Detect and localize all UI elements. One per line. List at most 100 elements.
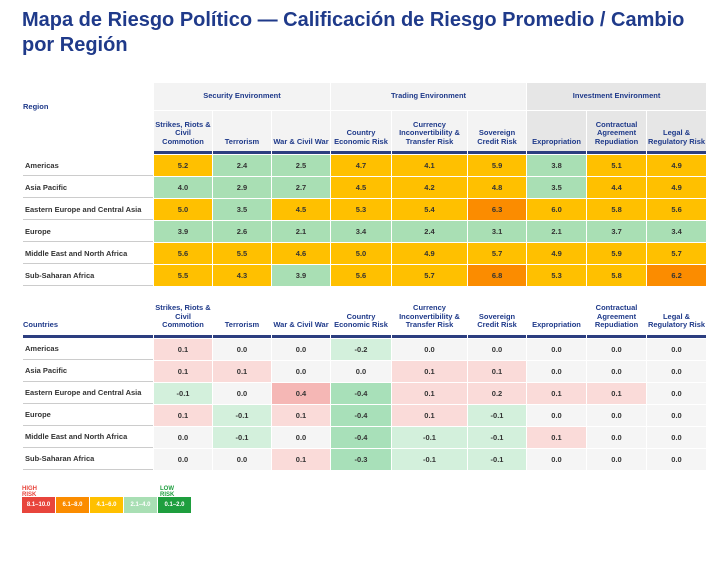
heatmap-cell: 0.1 <box>587 382 646 404</box>
table-row: Eastern Europe and Central Asia -0.1 0.0 0.… <box>23 382 706 404</box>
row-label: Sub-Saharan Africa <box>23 265 153 286</box>
heatmap-cell: 4.4 <box>587 177 647 198</box>
heatmap-cell: 4.9 <box>647 177 707 198</box>
row-header: Region <box>23 83 153 154</box>
high-risk-label: HIGH RISK <box>22 486 37 498</box>
column-header: Expropriation <box>527 301 586 338</box>
heatmap-cell: 0.0 <box>527 404 586 426</box>
row-label: Americas <box>23 338 153 360</box>
table-row: Asia Pacific 0.1 0.1 0.0 0.0 0.1 0.1 0.0 0.0 0.0 <box>23 360 706 382</box>
column-header-row: Countries Strikes, Riots & Civil Commotio… <box>23 301 706 338</box>
heatmap-cell: -0.1 <box>392 448 467 470</box>
heatmap-cell: -0.1 <box>392 426 467 448</box>
heatmap-cell: 2.1 <box>272 221 331 242</box>
heatmap-cell: 5.0 <box>331 243 392 264</box>
heatmap-cell: 5.1 <box>587 155 647 176</box>
heatmap-cell: 5.8 <box>587 265 647 286</box>
row-header: Countries <box>23 301 153 338</box>
heatmap-cell: 3.5 <box>527 177 587 198</box>
heatmap-cell: 0.1 <box>392 382 467 404</box>
table-row: Middle East and North Africa 0.0 -0.1 0.0 -0… <box>23 426 706 448</box>
column-header: Terrorism <box>213 111 271 154</box>
group-header: Trading Environment <box>331 83 527 110</box>
legend-swatch: 8.1–10.0 <box>22 497 55 513</box>
group-header: Security Environment <box>154 83 331 110</box>
heatmap-cell: 0.0 <box>392 338 467 360</box>
heatmap-cell: 4.7 <box>331 155 392 176</box>
heatmap-cell: 5.7 <box>392 265 468 286</box>
heatmap-cell: 0.0 <box>647 448 706 470</box>
column-header: Terrorism <box>213 301 271 338</box>
heatmap-cell: 3.9 <box>272 265 331 286</box>
heatmap-cell: 5.3 <box>527 265 587 286</box>
heatmap-cell: 0.1 <box>154 404 212 426</box>
heatmap-cell: 2.9 <box>213 177 271 198</box>
heatmap-cell: 0.0 <box>527 338 586 360</box>
heatmap-cell: 0.0 <box>587 404 646 426</box>
heatmap-cell: 0.0 <box>647 360 706 382</box>
row-label: Americas <box>23 155 153 176</box>
heatmap-cell: 3.9 <box>154 221 212 242</box>
heatmap-cell: 4.9 <box>527 243 587 264</box>
heatmap-cell: 6.8 <box>468 265 527 286</box>
heatmap-cell: 0.1 <box>468 360 526 382</box>
heatmap-cell: 6.2 <box>647 265 707 286</box>
column-header: Strikes, Riots & Civil Commotion <box>154 111 212 154</box>
heatmap-cell: 4.5 <box>331 177 392 198</box>
heatmap-cell: 0.0 <box>587 338 646 360</box>
heatmap-cell: 0.0 <box>272 426 330 448</box>
heatmap-cell: 2.4 <box>213 155 271 176</box>
table-row: Eastern Europe and Central Asia 5.0 3.5 4.5… <box>23 199 707 220</box>
heatmap-cell: -0.4 <box>331 404 391 426</box>
legend-swatch: 0.1–2.0 <box>158 497 191 513</box>
table-row: Europe 3.9 2.6 2.1 3.4 2.4 3.1 2.1 3.7 3.4 <box>23 221 707 242</box>
heatmap-cell: 5.0 <box>154 199 212 220</box>
heatmap-cell: 4.6 <box>272 243 331 264</box>
heatmap-cell: 5.2 <box>154 155 212 176</box>
heatmap-cell: 5.6 <box>647 199 707 220</box>
column-header: Contractual Agreement Repudiation <box>587 111 647 154</box>
heatmap-cell: 3.7 <box>587 221 647 242</box>
heatmap-cell: -0.1 <box>468 448 526 470</box>
heatmap-cell: 6.3 <box>468 199 527 220</box>
heatmap-cell: 0.1 <box>272 404 330 426</box>
table-row: Middle East and North Africa 5.6 5.5 4.6 5.0… <box>23 243 707 264</box>
heatmap-cell: 4.1 <box>392 155 468 176</box>
table-row: Americas 5.2 2.4 2.5 4.7 4.1 5.9 3.8 5.1 4.9 <box>23 155 707 176</box>
row-label: Asia Pacific <box>23 360 153 382</box>
column-header-row: Strikes, Riots & Civil Commotion Terroris… <box>23 111 707 154</box>
heatmap-cell: 3.4 <box>647 221 707 242</box>
heatmap-cell: 5.5 <box>154 265 212 286</box>
heatmap-cell: 2.6 <box>213 221 271 242</box>
heatmap-cell: 5.7 <box>468 243 527 264</box>
table-row: Americas 0.1 0.0 0.0 -0.2 0.0 0.0 0.0 0.0 0.0 <box>23 338 706 360</box>
heatmap-cell: 4.9 <box>647 155 707 176</box>
heatmap-cell: -0.3 <box>331 448 391 470</box>
heatmap-cell: 0.1 <box>527 382 586 404</box>
heatmap-cell: 0.1 <box>154 360 212 382</box>
heatmap-cell: 5.6 <box>331 265 392 286</box>
row-label: Middle East and North Africa <box>23 426 153 448</box>
heatmap-cell: 0.0 <box>213 448 271 470</box>
table-row: Sub-Saharan Africa 5.5 4.3 3.9 5.6 5.7 6.8 5.3 5… <box>23 265 707 286</box>
legend-swatch: 6.1–8.0 <box>56 497 89 513</box>
heatmap-cell: -0.4 <box>331 382 391 404</box>
table-row: Sub-Saharan Africa 0.0 0.0 0.1 -0.3 -0.1 -0.1 0… <box>23 448 706 470</box>
heatmap-cell: 0.1 <box>392 404 467 426</box>
column-header: Strikes, Riots & Civil Commotion <box>154 301 212 338</box>
column-header: Legal & Regulatory Risk <box>647 111 707 154</box>
heatmap-cell: 0.1 <box>154 338 212 360</box>
heatmap-cell: -0.1 <box>213 426 271 448</box>
legend-swatch: 2.1–4.0 <box>124 497 157 513</box>
risk-rating-table: Region Security Environment Trading Enviro… <box>22 82 707 287</box>
heatmap-cell: 0.1 <box>213 360 271 382</box>
page-title: Mapa de Riesgo Político — Calificación d… <box>22 9 685 56</box>
heatmap-cell: 5.4 <box>392 199 468 220</box>
heatmap-cell: 2.1 <box>527 221 587 242</box>
heatmap-cell: 5.7 <box>647 243 707 264</box>
column-header: War & Civil War <box>272 111 331 154</box>
heatmap-cell: 0.0 <box>154 448 212 470</box>
heatmap-cell: 0.0 <box>213 382 271 404</box>
heatmap-cell: 4.9 <box>392 243 468 264</box>
row-label: Middle East and North Africa <box>23 243 153 264</box>
